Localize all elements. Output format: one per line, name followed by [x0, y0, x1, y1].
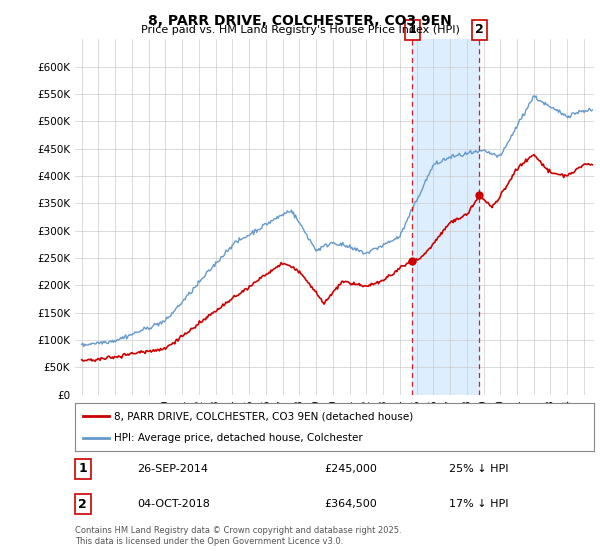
Text: 25% ↓ HPI: 25% ↓ HPI [449, 464, 508, 474]
Text: 8, PARR DRIVE, COLCHESTER, CO3 9EN (detached house): 8, PARR DRIVE, COLCHESTER, CO3 9EN (deta… [114, 411, 413, 421]
Text: 1: 1 [79, 463, 87, 475]
Text: £245,000: £245,000 [324, 464, 377, 474]
Text: Price paid vs. HM Land Registry's House Price Index (HPI): Price paid vs. HM Land Registry's House … [140, 25, 460, 35]
Text: £364,500: £364,500 [324, 499, 377, 509]
Text: 26-SEP-2014: 26-SEP-2014 [137, 464, 208, 474]
Text: 2: 2 [79, 497, 87, 511]
Text: 17% ↓ HPI: 17% ↓ HPI [449, 499, 508, 509]
Text: 8, PARR DRIVE, COLCHESTER, CO3 9EN: 8, PARR DRIVE, COLCHESTER, CO3 9EN [148, 14, 452, 28]
Text: 1: 1 [408, 24, 417, 36]
Text: 2: 2 [475, 24, 484, 36]
Bar [412, 39, 479, 395]
Text: HPI: Average price, detached house, Colchester: HPI: Average price, detached house, Colc… [114, 433, 362, 443]
Text: 04-OCT-2018: 04-OCT-2018 [137, 499, 210, 509]
Text: Contains HM Land Registry data © Crown copyright and database right 2025.
This d: Contains HM Land Registry data © Crown c… [75, 526, 401, 546]
